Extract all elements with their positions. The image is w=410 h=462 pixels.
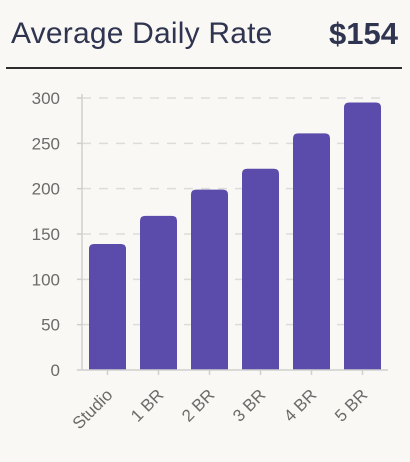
y-tick-label: 300: [32, 89, 60, 108]
x-tick-label: Studio: [69, 385, 117, 433]
bar: [242, 168, 279, 370]
bar: [293, 133, 330, 370]
kpi-value: $154: [329, 16, 398, 51]
y-tick-label: 200: [32, 180, 60, 199]
card-header: Average Daily Rate $154: [6, 0, 402, 69]
bar: [191, 189, 228, 370]
y-tick-label: 0: [51, 361, 60, 380]
bar: [140, 215, 177, 370]
x-tick-label: 5 BR: [331, 385, 371, 425]
y-tick-label: 50: [41, 316, 60, 335]
y-tick-label: 150: [32, 225, 60, 244]
bar: [89, 243, 126, 370]
x-tick-label: 1 BR: [127, 385, 167, 425]
chart-title: Average Daily Rate: [11, 17, 273, 50]
x-tick-label: 3 BR: [229, 385, 269, 425]
bar: [344, 102, 381, 371]
x-tick-label: 2 BR: [178, 385, 218, 425]
y-tick-label: 100: [32, 270, 60, 289]
x-tick-label: 4 BR: [280, 385, 320, 425]
y-tick-label: 250: [32, 134, 60, 153]
